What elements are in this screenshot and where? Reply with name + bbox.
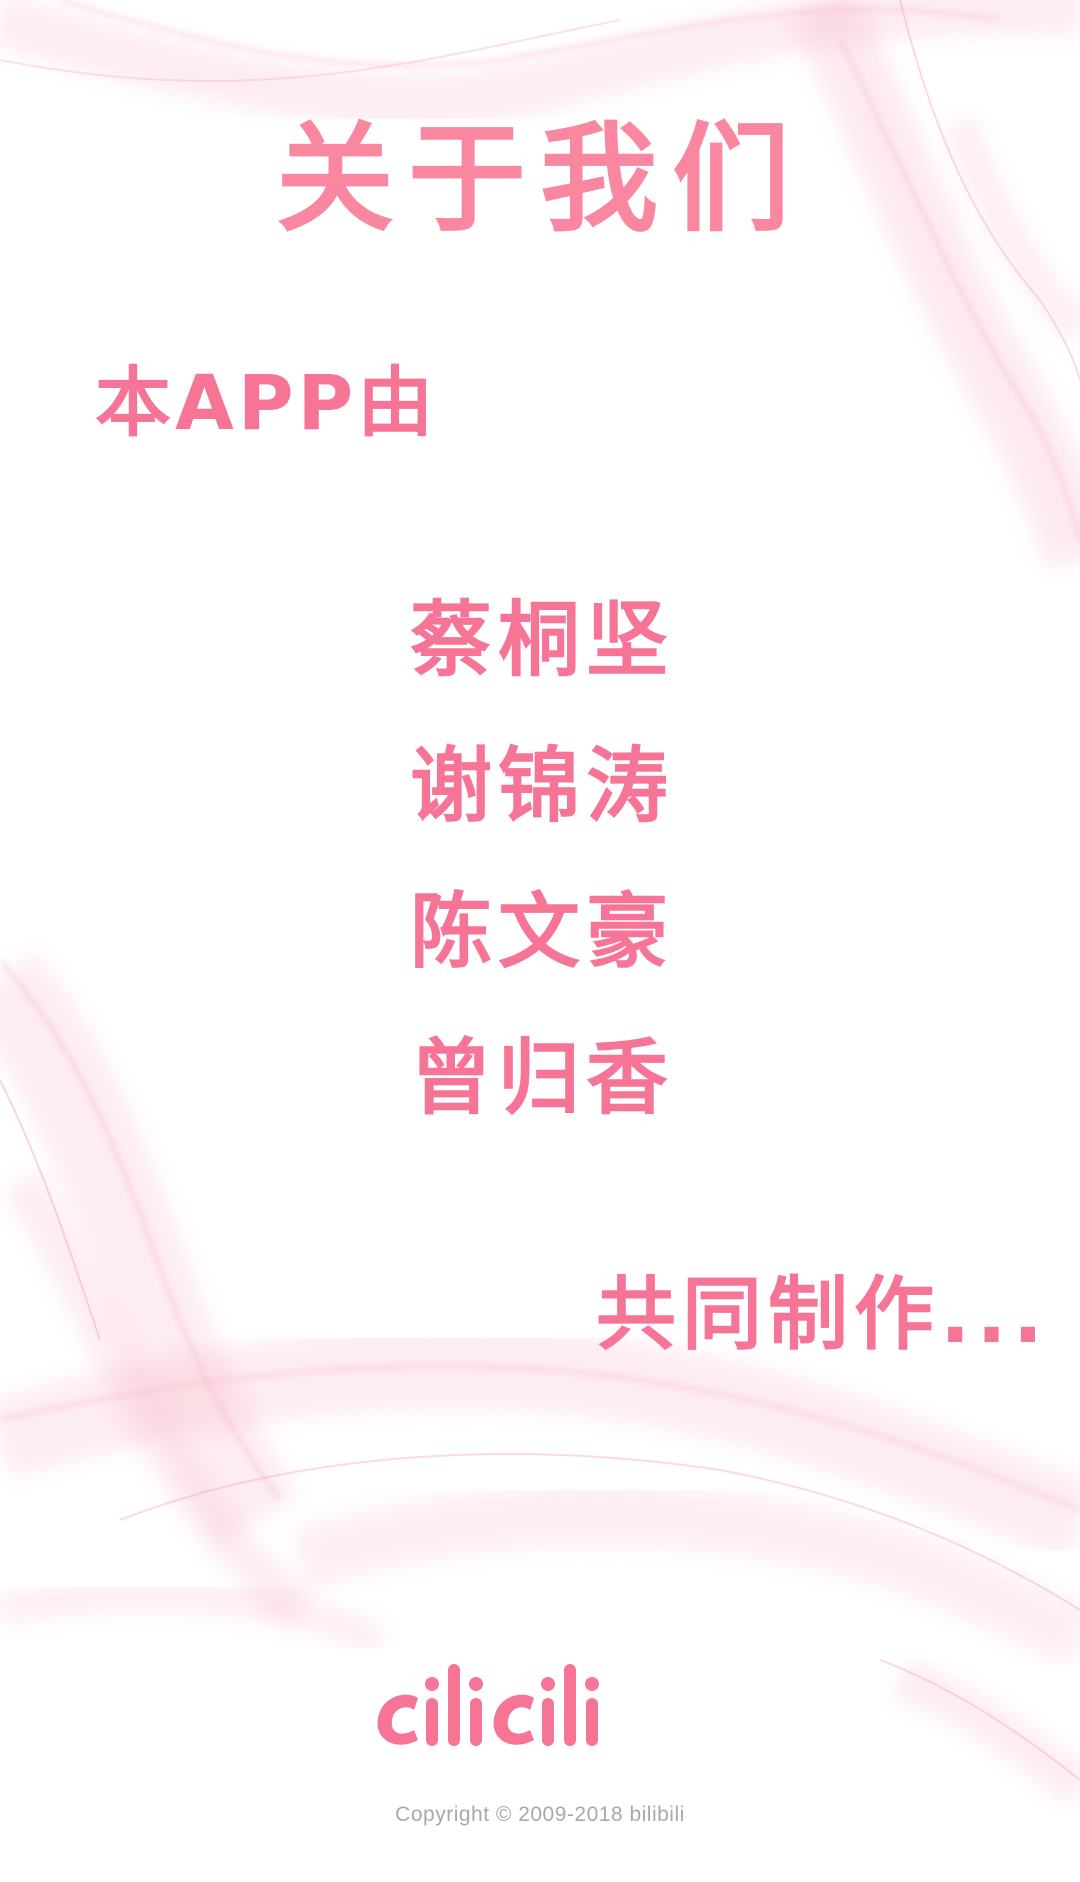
copyright-text: Copyright © 2009-2018 bilibili (395, 1803, 685, 1826)
author-list: 蔡桐坚 谢锦涛 陈文豪 曾归香 (410, 600, 674, 1184)
author-name: 曾归香 (410, 1031, 675, 1126)
author-name: 谢锦涛 (410, 739, 675, 834)
intro-text: 本APP由 (95, 358, 438, 447)
cilicili-logo (377, 1664, 599, 1746)
author-name: 陈文豪 (410, 885, 675, 980)
outro-text: 共同制作... (596, 1268, 1050, 1361)
author-name: 蔡桐坚 (410, 593, 675, 688)
page-title: 关于我们 (275, 110, 804, 248)
